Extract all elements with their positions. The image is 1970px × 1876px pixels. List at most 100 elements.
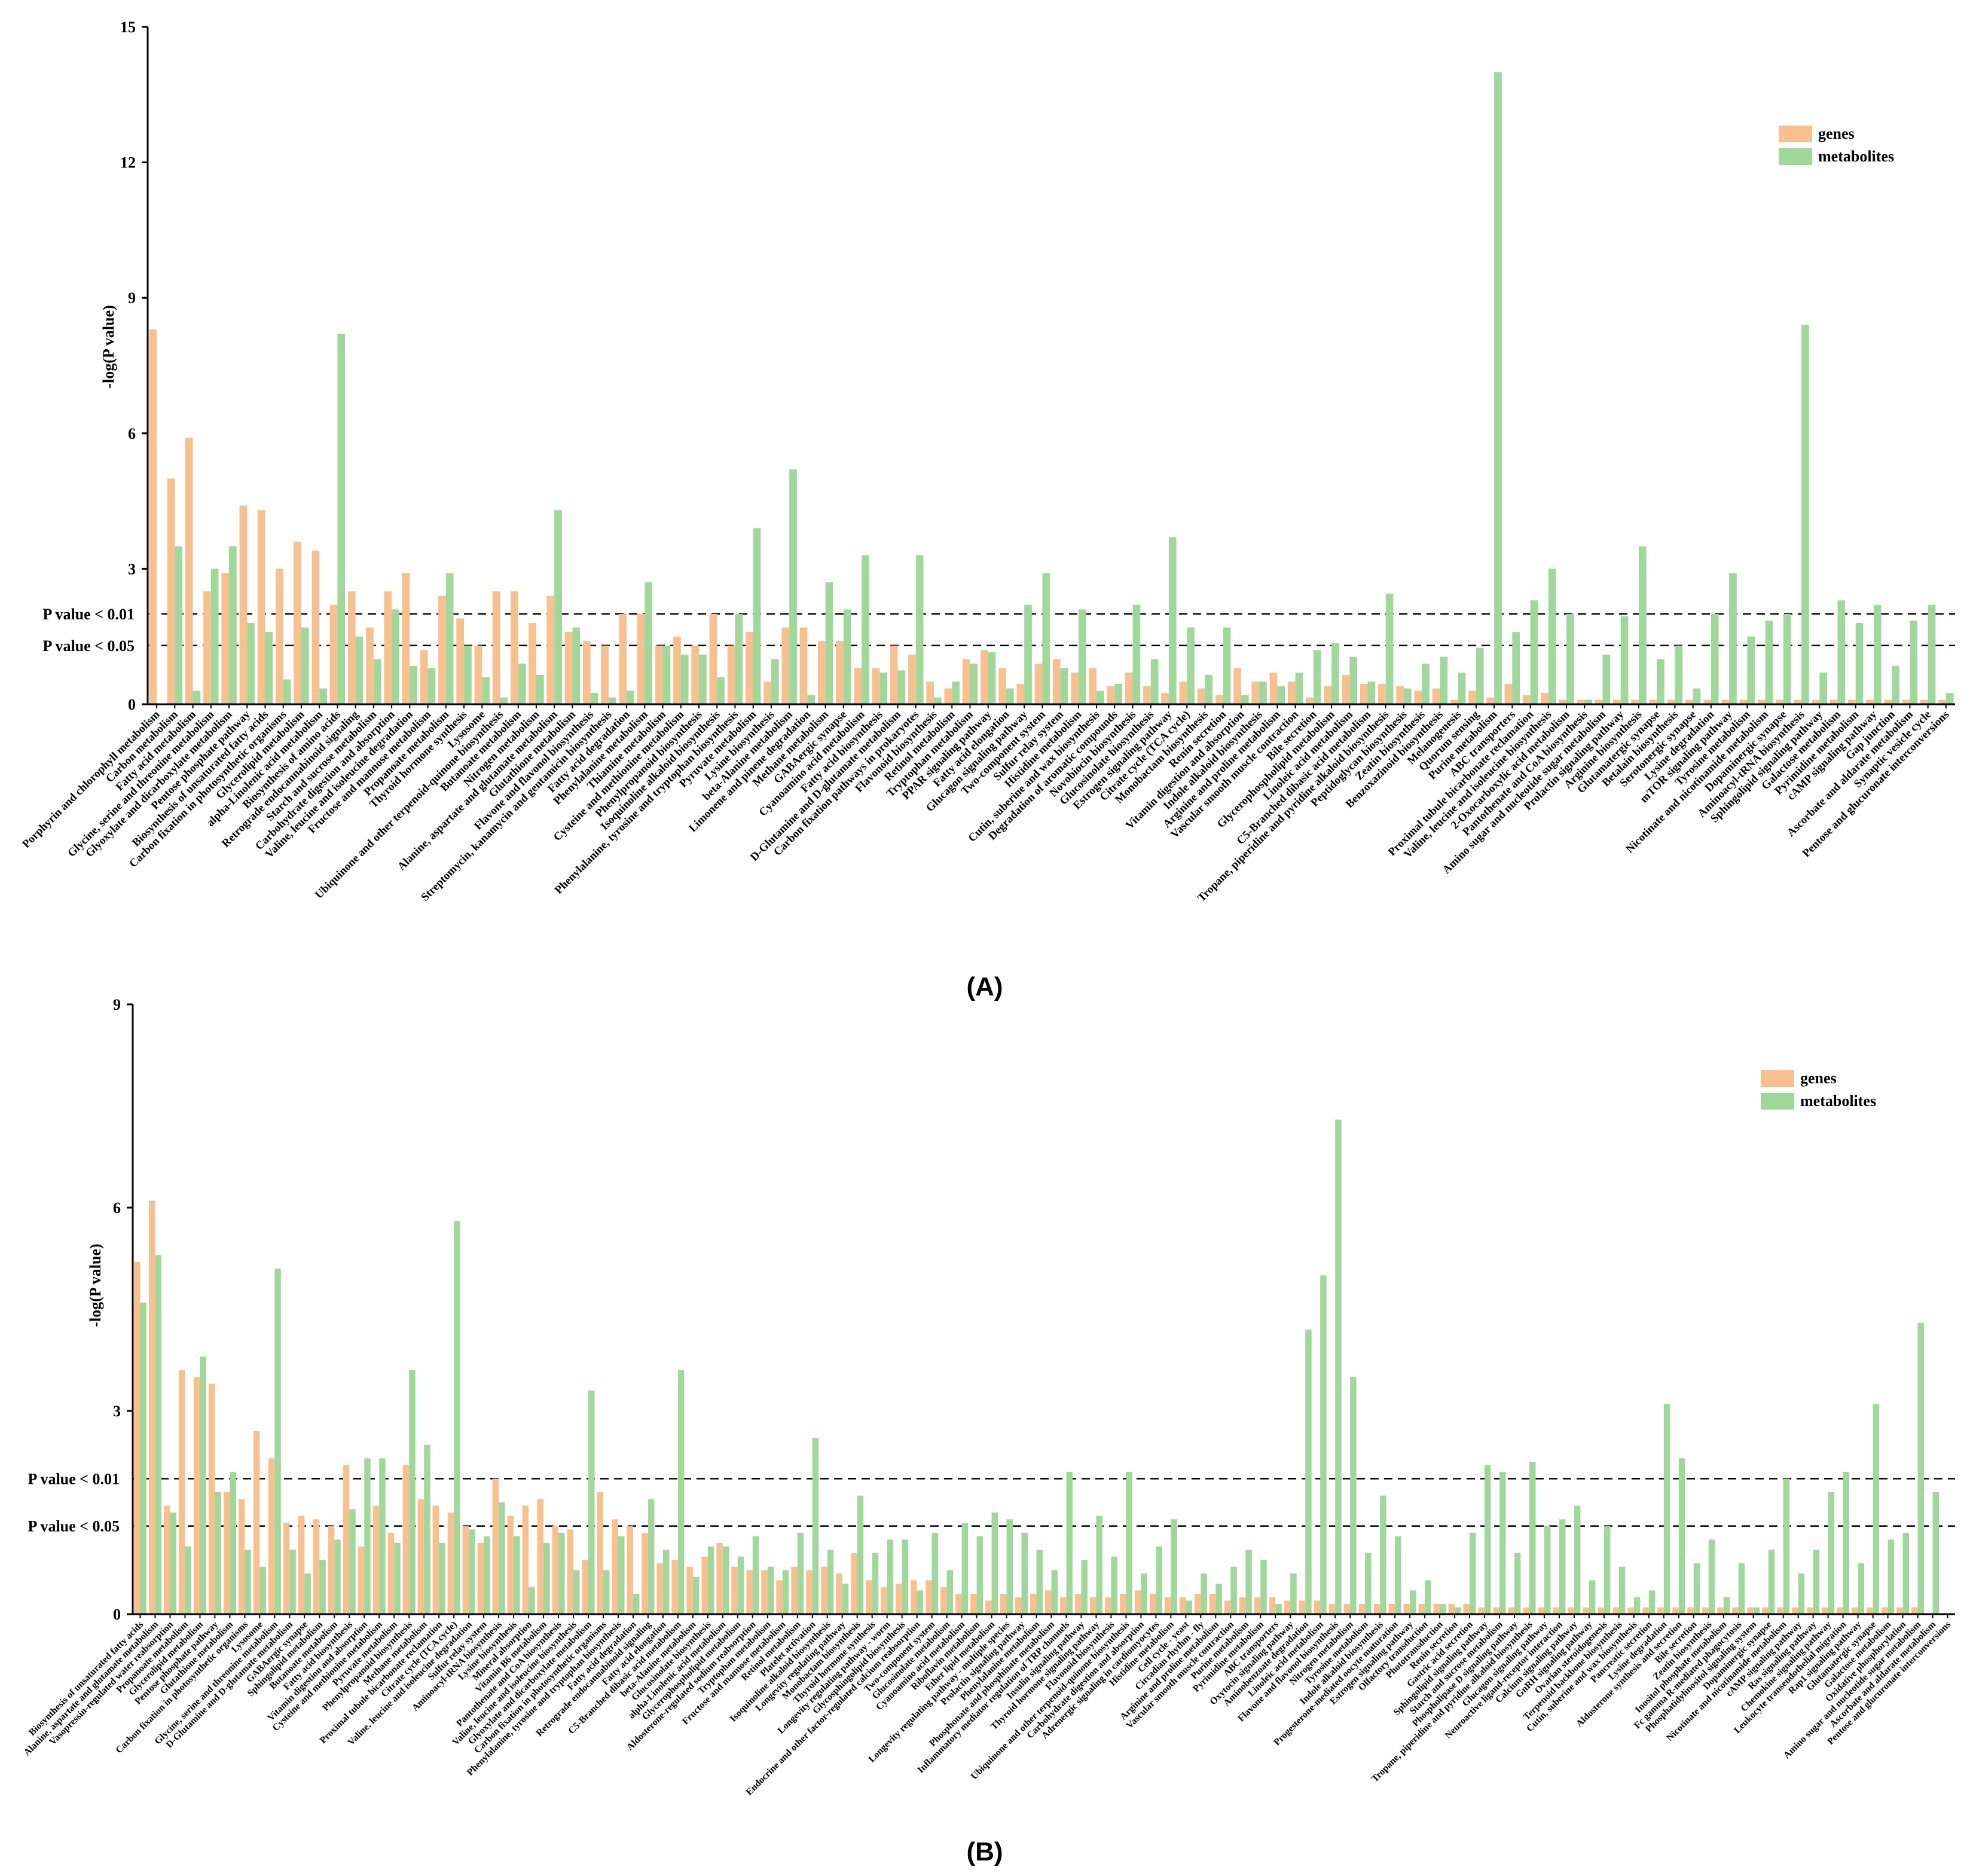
panel-b-bar-genes-119 <box>1911 1607 1918 1614</box>
panel-a-threshold-label-2: P value < 0.05 <box>43 637 135 655</box>
panel-b-bar-metabolites-35 <box>662 1550 670 1614</box>
panel-a-bar-metabolites-91 <box>1801 325 1809 704</box>
panel-b-bar-metabolites-105 <box>1708 1539 1715 1614</box>
panel-a-bar-genes-34 <box>763 682 771 704</box>
panel-a-bar-metabolites-90 <box>1783 613 1791 704</box>
panel-a-bar-genes-41 <box>890 645 898 704</box>
panel-b-bar-genes-77 <box>1284 1600 1291 1614</box>
panel-a-bar-metabolites-60 <box>1241 695 1249 704</box>
panel-b-bar-metabolites-36 <box>677 1370 685 1614</box>
panel-b-bar-metabolites-30 <box>588 1391 595 1614</box>
panel-a-bar-genes-87 <box>1721 699 1730 704</box>
panel-b-y-tick-label-0: 0 <box>113 1606 121 1623</box>
panel-b-bar-metabolites-65 <box>1111 1556 1117 1614</box>
panel-a-bar-genes-26 <box>619 613 627 704</box>
panel-b-bar-metabolites-48 <box>857 1495 864 1614</box>
panel-a-bar-genes-92 <box>1812 699 1820 704</box>
panel-a-bar-genes-77 <box>1541 693 1548 704</box>
panel-b-bar-metabolites-81 <box>1350 1377 1357 1614</box>
panel-a-bar-metabolites-82 <box>1638 546 1647 704</box>
panel-b-bar-metabolites-74 <box>1245 1550 1252 1614</box>
panel-a-bar-genes-40 <box>872 668 880 704</box>
panel-a-bar-genes-51 <box>1071 673 1079 704</box>
panel-a-bar-metabolites-19 <box>500 697 508 704</box>
panel-b-bar-metabolites-4 <box>200 1356 206 1614</box>
panel-a-bar-metabolites-95 <box>1873 604 1882 704</box>
panel-b-bar-genes-1 <box>148 1200 155 1614</box>
panel-a-bar-genes-71 <box>1432 688 1440 704</box>
panel-b-bar-genes-89 <box>1463 1604 1470 1614</box>
panel-a-bar-genes-96 <box>1884 699 1892 704</box>
panel-b-bar-metabolites-47 <box>842 1584 849 1614</box>
panel-b-bar-metabolites-77 <box>1290 1573 1297 1614</box>
panel-a-bar-genes-18 <box>474 645 482 704</box>
panel-b-bar-genes-96 <box>1568 1607 1574 1614</box>
panel-b-bar-genes-66 <box>1119 1594 1126 1614</box>
panel-a-bar-genes-20 <box>511 591 518 704</box>
panel-a-bar-metabolites-20 <box>518 664 526 704</box>
panel-a-bar-genes-70 <box>1414 690 1422 704</box>
panel-b-bar-metabolites-20 <box>439 1543 445 1614</box>
panel-a-bar-genes-55 <box>1143 686 1151 704</box>
panel-a-bar-metabolites-51 <box>1078 609 1086 704</box>
panel-a-bar-metabolites-85 <box>1693 688 1701 704</box>
panel-b-bar-metabolites-91 <box>1499 1472 1506 1614</box>
panel-a-bar-metabolites-78 <box>1566 613 1574 704</box>
panel-a-bar-genes-3 <box>203 591 211 704</box>
panel-b-bar-genes-35 <box>656 1563 663 1614</box>
panel-b-bar-genes-23 <box>477 1543 484 1614</box>
panel-b-bar-genes-118 <box>1896 1607 1903 1614</box>
panel-a-bar-genes-38 <box>836 641 844 704</box>
panel-b-bar-genes-88 <box>1448 1604 1455 1614</box>
panel-a-bar-genes-27 <box>637 613 645 704</box>
panel-b-bar-metabolites-59 <box>1021 1533 1028 1614</box>
panel-b-bar-metabolites-54 <box>946 1570 954 1614</box>
panel-b-bar-metabolites-79 <box>1320 1275 1327 1614</box>
panel-a-bar-metabolites-48 <box>1024 604 1032 704</box>
panel-a-bar-metabolites-40 <box>879 673 888 704</box>
panel-b-bar-metabolites-2 <box>170 1513 176 1614</box>
panel-a-bar-genes-42 <box>908 654 916 704</box>
panel-b-bar-metabolites-64 <box>1096 1516 1102 1614</box>
panel-a-y-tick-label-1: 3 <box>128 560 136 578</box>
panel-b-bar-metabolites-86 <box>1425 1580 1431 1614</box>
panel-a-bar-metabolites-21 <box>536 674 544 704</box>
panel-b-bar-metabolites-49 <box>872 1553 879 1614</box>
panel-a-bar-genes-19 <box>492 591 500 704</box>
panel-a-bar-genes-91 <box>1794 699 1802 704</box>
panel-a-legend-swatch-genes <box>1779 126 1812 142</box>
panel-b-threshold-label-1: P value < 0.01 <box>28 1470 120 1487</box>
panel-b-bar-metabolites-118 <box>1902 1533 1910 1614</box>
panel-a-bar-metabolites-80 <box>1602 654 1611 704</box>
panel-b-bar-metabolites-43 <box>782 1570 789 1614</box>
panel-b-bar-metabolites-18 <box>409 1370 416 1614</box>
panel-b-bar-metabolites-44 <box>797 1533 804 1614</box>
panel-a-bar-metabolites-34 <box>771 659 779 704</box>
panel-a-bar-metabolites-66 <box>1349 656 1357 704</box>
panel-b-bar-genes-113 <box>1822 1607 1828 1614</box>
panel-a-bar-genes-65 <box>1324 686 1332 704</box>
panel-b-bar-genes-91 <box>1493 1607 1499 1614</box>
panel-b-bar-genes-65 <box>1104 1597 1111 1614</box>
panel-b-bar-genes-80 <box>1328 1604 1336 1614</box>
panel-a-bar-metabolites-49 <box>1042 573 1050 704</box>
panel-b-bar-metabolites-83 <box>1380 1495 1386 1614</box>
panel-b-bar-metabolites-116 <box>1873 1404 1880 1614</box>
panel-b-bar-metabolites-106 <box>1723 1597 1730 1614</box>
panel-b-bar-genes-37 <box>686 1566 693 1614</box>
panel-a-bar-genes-67 <box>1360 684 1368 704</box>
panel-b-bar-genes-11 <box>298 1516 305 1614</box>
panel-b-bar-genes-59 <box>1015 1597 1022 1614</box>
panel-b-bar-metabolites-111 <box>1798 1573 1805 1614</box>
panel-b-bar-metabolites-100 <box>1633 1597 1641 1614</box>
panel-b-bar-genes-25 <box>507 1516 514 1614</box>
panel-a-bar-genes-32 <box>727 645 735 704</box>
panel-a-bar-metabolites-55 <box>1150 659 1159 704</box>
panel-a-bar-metabolites-68 <box>1385 593 1394 704</box>
panel-a-bar-metabolites-33 <box>753 528 761 704</box>
panel-a-bar-genes-62 <box>1269 673 1278 704</box>
panel-b-bar-metabolites-119 <box>1917 1322 1925 1614</box>
panel-b-bar-metabolites-56 <box>976 1536 984 1614</box>
panel-b-legend-swatch-metabolites <box>1761 1093 1794 1110</box>
panel-a-bar-metabolites-83 <box>1657 659 1664 704</box>
